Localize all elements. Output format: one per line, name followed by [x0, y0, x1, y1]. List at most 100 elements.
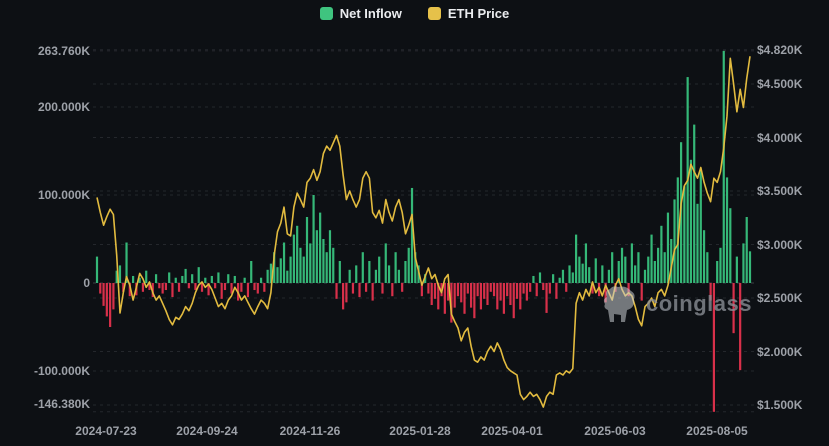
net-inflow-bar[interactable]	[181, 275, 184, 283]
net-inflow-bar[interactable]	[709, 283, 712, 301]
net-inflow-bar[interactable]	[561, 269, 565, 283]
net-inflow-bar[interactable]	[223, 283, 227, 291]
net-inflow-bar[interactable]	[302, 256, 305, 283]
net-inflow-bar[interactable]	[568, 265, 571, 283]
net-inflow-bar[interactable]	[374, 269, 378, 283]
net-inflow-bar[interactable]	[250, 261, 253, 283]
net-inflow-bar[interactable]	[624, 256, 627, 283]
net-inflow-bar[interactable]	[443, 283, 446, 314]
net-inflow-bar[interactable]	[161, 283, 164, 294]
net-inflow-bar[interactable]	[453, 283, 456, 308]
net-inflow-bar[interactable]	[748, 251, 752, 283]
net-inflow-bar[interactable]	[420, 283, 423, 297]
net-inflow-bar[interactable]	[486, 283, 489, 305]
net-inflow-bar[interactable]	[230, 283, 233, 294]
net-inflow-bar[interactable]	[601, 265, 604, 283]
net-inflow-bar[interactable]	[545, 283, 548, 313]
net-inflow-bar[interactable]	[519, 283, 522, 310]
net-inflow-bar[interactable]	[227, 274, 230, 283]
net-inflow-bar[interactable]	[171, 283, 174, 298]
net-inflow-bar[interactable]	[378, 256, 381, 283]
net-inflow-bar[interactable]	[266, 269, 269, 283]
net-inflow-bar[interactable]	[696, 203, 699, 283]
net-inflow-bar[interactable]	[742, 243, 745, 283]
net-inflow-bar[interactable]	[322, 239, 325, 283]
net-inflow-bar[interactable]	[673, 199, 676, 283]
net-inflow-bar[interactable]	[207, 283, 210, 296]
net-inflow-bar[interactable]	[630, 243, 633, 283]
net-inflow-bar[interactable]	[128, 283, 131, 297]
net-inflow-bar[interactable]	[460, 283, 463, 303]
net-inflow-bar[interactable]	[364, 283, 368, 292]
net-inflow-bar[interactable]	[214, 283, 217, 289]
net-inflow-bar[interactable]	[387, 265, 391, 283]
net-inflow-bar[interactable]	[483, 283, 486, 299]
net-inflow-bar[interactable]	[640, 283, 643, 301]
net-inflow-bar[interactable]	[315, 230, 318, 283]
net-inflow-bar[interactable]	[289, 256, 292, 283]
net-inflow-bar[interactable]	[565, 283, 568, 292]
net-inflow-bar[interactable]	[578, 256, 581, 283]
net-inflow-bar[interactable]	[332, 247, 335, 283]
net-inflow-bar[interactable]	[381, 283, 384, 294]
net-inflow-bar[interactable]	[342, 283, 345, 310]
net-inflow-bar[interactable]	[515, 283, 519, 299]
net-inflow-bar[interactable]	[437, 283, 440, 310]
net-inflow-bar[interactable]	[502, 283, 505, 314]
net-inflow-bar[interactable]	[351, 283, 355, 294]
net-inflow-bar[interactable]	[591, 283, 594, 294]
legend-item-net-inflow[interactable]: Net Inflow	[319, 6, 402, 21]
net-inflow-bar[interactable]	[716, 261, 719, 283]
net-inflow-bar[interactable]	[191, 274, 194, 283]
net-inflow-bar[interactable]	[496, 283, 499, 310]
net-inflow-bar[interactable]	[391, 283, 394, 297]
net-inflow-bar[interactable]	[305, 217, 309, 283]
net-inflow-bar[interactable]	[286, 270, 289, 283]
net-inflow-bar[interactable]	[95, 256, 99, 283]
net-inflow-bar[interactable]	[263, 283, 266, 292]
net-inflow-bar[interactable]	[706, 252, 709, 283]
net-inflow-bar[interactable]	[430, 283, 433, 305]
net-inflow-bar[interactable]	[581, 263, 584, 283]
net-inflow-bar[interactable]	[739, 283, 742, 371]
net-inflow-bar[interactable]	[355, 265, 358, 283]
net-inflow-bar[interactable]	[404, 261, 407, 283]
net-inflow-bar[interactable]	[335, 283, 338, 299]
net-inflow-bar[interactable]	[643, 269, 647, 283]
net-inflow-bar[interactable]	[729, 208, 732, 283]
net-inflow-bar[interactable]	[542, 283, 545, 291]
net-inflow-bar[interactable]	[401, 283, 404, 292]
net-inflow-bar[interactable]	[253, 283, 256, 291]
net-inflow-bar[interactable]	[102, 283, 105, 306]
net-inflow-bar[interactable]	[148, 283, 151, 291]
net-inflow-bar[interactable]	[712, 283, 715, 412]
net-inflow-bar[interactable]	[670, 239, 673, 283]
net-inflow-bar[interactable]	[407, 247, 410, 283]
net-inflow-bar[interactable]	[168, 272, 171, 283]
net-inflow-bar[interactable]	[371, 283, 374, 301]
net-inflow-bar[interactable]	[125, 242, 128, 283]
eth-price-polyline[interactable]	[96, 56, 751, 408]
net-inflow-bar[interactable]	[282, 242, 286, 283]
net-inflow-bar[interactable]	[174, 277, 177, 283]
net-inflow-bar[interactable]	[433, 283, 437, 299]
net-inflow-bar[interactable]	[529, 283, 532, 292]
net-inflow-bar[interactable]	[132, 275, 135, 283]
net-inflow-bar[interactable]	[256, 283, 259, 294]
net-inflow-bar[interactable]	[299, 247, 302, 283]
net-inflow-bar[interactable]	[246, 283, 250, 298]
net-inflow-bar[interactable]	[309, 243, 312, 283]
net-inflow-bar[interactable]	[105, 283, 108, 317]
net-inflow-bar[interactable]	[109, 283, 112, 327]
net-inflow-bar[interactable]	[558, 277, 561, 283]
net-inflow-bar[interactable]	[722, 50, 725, 283]
net-inflow-bar[interactable]	[538, 272, 542, 283]
net-inflow-bar[interactable]	[384, 243, 387, 283]
net-inflow-bar[interactable]	[745, 217, 748, 283]
net-inflow-bar[interactable]	[620, 247, 624, 283]
net-inflow-bar[interactable]	[292, 234, 295, 283]
net-inflow-bar[interactable]	[617, 261, 620, 283]
net-inflow-bar[interactable]	[555, 283, 558, 299]
net-inflow-bar[interactable]	[243, 277, 246, 283]
